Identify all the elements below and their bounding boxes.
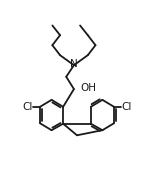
Text: OH: OH xyxy=(81,83,97,93)
Text: Cl: Cl xyxy=(22,102,32,112)
Text: Cl: Cl xyxy=(122,102,132,112)
Text: N: N xyxy=(70,60,78,69)
